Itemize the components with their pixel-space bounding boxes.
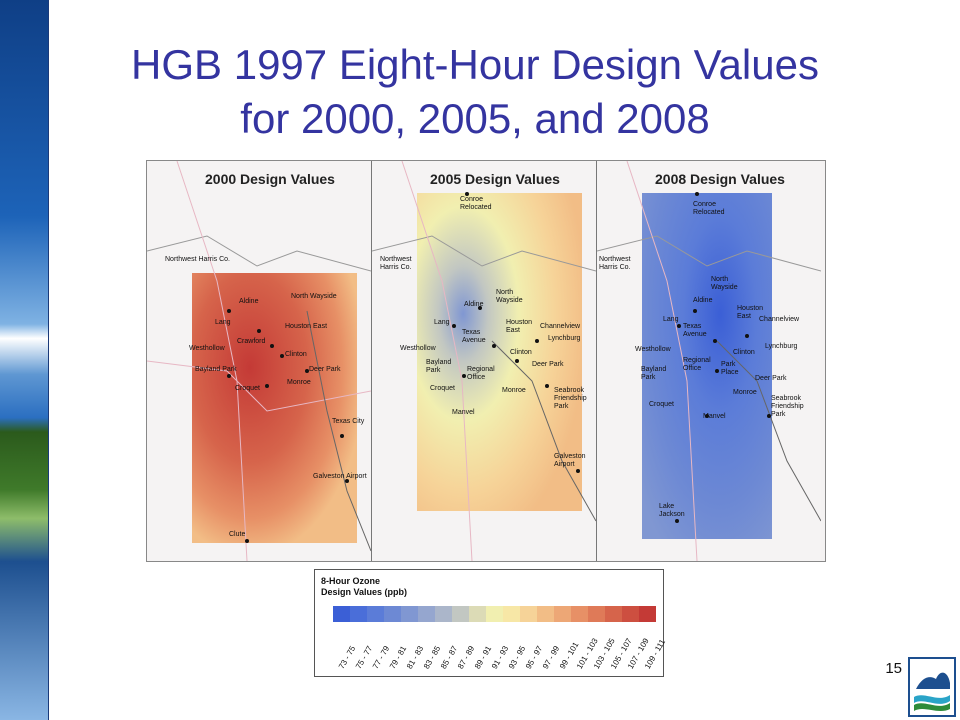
site-label: Texas City [332, 418, 365, 425]
site-label: Houston East [737, 305, 764, 320]
site-label: Lang [434, 319, 450, 326]
legend-swatch [588, 606, 605, 622]
legend-swatch [469, 606, 486, 622]
site-label: Westhollow [400, 345, 436, 352]
site-label: Croquet [235, 385, 260, 392]
ozone-legend: 8-Hour Ozone Design Values (ppb) 73 - 75… [314, 569, 667, 677]
legend-swatch [520, 606, 537, 622]
site-label: Lake Jackson [659, 503, 685, 518]
site-label: North Wayside [496, 289, 523, 304]
site-label: Crawford [237, 338, 266, 345]
site-label: Bayland Park [195, 366, 237, 373]
site-label: Manvel [703, 413, 726, 420]
map-title-2000: 2000 Design Values [205, 171, 335, 187]
site-label: Bayland Park [641, 366, 667, 381]
map-panel-2000: 2000 Design Values Northwest Harris Co. … [147, 161, 372, 561]
ozone-field-2008 [642, 193, 772, 539]
legend-title-line-2: Design Values (ppb) [321, 587, 408, 597]
site-label: Galveston Airport [313, 473, 367, 480]
site-label: Lynchburg [548, 335, 581, 342]
map-2005-graphic [372, 161, 596, 561]
site-label: Lang [663, 316, 679, 323]
site-label: Croquet [430, 385, 455, 392]
site-label: Croquet [649, 401, 674, 408]
site-label: Channelview [759, 316, 800, 323]
site-label: Channelview [540, 323, 581, 330]
site-label: Manvel [452, 409, 475, 416]
site-label: Lynchburg [765, 343, 798, 350]
site-label: Bayland Park [426, 359, 452, 374]
site-label: Seabrook Friendship Park [554, 387, 587, 410]
site-label: Westhollow [635, 346, 671, 353]
ozone-field-2000 [192, 273, 357, 543]
map-title-2005: 2005 Design Values [430, 171, 560, 187]
site-label: Clute [229, 531, 246, 538]
legend-swatch [452, 606, 469, 622]
legend-swatch [350, 606, 367, 622]
site-label: Houston East [506, 319, 533, 334]
site-label: Deer Park [309, 366, 341, 373]
title-line-1: HGB 1997 Eight-Hour Design Values [131, 41, 819, 88]
legend-swatch [367, 606, 384, 622]
map-panel-2008: 2008 Design Values Conroe Relocated Nort… [597, 161, 821, 561]
map-title-2008: 2008 Design Values [655, 171, 785, 187]
legend-swatch [486, 606, 503, 622]
title-line-2: for 2000, 2005, and 2008 [240, 95, 710, 142]
map-2008-graphic [597, 161, 821, 561]
site-label: Texas Avenue [462, 329, 486, 344]
site-label: Conroe Relocated [460, 196, 492, 211]
site-label: North Wayside [711, 276, 738, 291]
slide-title: HGB 1997 Eight-Hour Design Values for 20… [60, 38, 890, 146]
page-number: 15 [885, 660, 902, 677]
site-label: Regional Office [683, 357, 711, 372]
legend-swatch [622, 606, 639, 622]
legend-swatch [605, 606, 622, 622]
site-label: Clinton [285, 351, 307, 358]
site-label: Deer Park [532, 361, 564, 368]
legend-title: 8-Hour Ozone Design Values (ppb) [321, 576, 407, 598]
legend-swatch [418, 606, 435, 622]
site-label: Seabrook Friendship Park [771, 395, 804, 418]
side-photo-strip [0, 0, 48, 720]
site-label: Houston East [285, 323, 328, 330]
site-label: Northwest Harris Co. [380, 256, 412, 271]
site-label: Aldine [693, 297, 713, 304]
legend-swatch [537, 606, 554, 622]
site-label: Galveston Airport [554, 453, 586, 468]
site-label: Texas Avenue [683, 323, 707, 338]
legend-swatch [554, 606, 571, 622]
legend-swatch [401, 606, 418, 622]
site-label: Aldine [464, 301, 484, 308]
legend-swatch [435, 606, 452, 622]
side-divider [48, 0, 49, 720]
tceq-logo-icon [908, 657, 956, 717]
site-label: North Wayside [291, 293, 337, 300]
site-label: Clinton [733, 349, 755, 356]
site-label: Monroe [502, 387, 526, 394]
site-label: Monroe [733, 389, 757, 396]
maps-figure: 2000 Design Values Northwest Harris Co. … [146, 160, 826, 562]
map-2000-graphic [147, 161, 371, 561]
map-panel-2005: 2005 Design Values Conroe Relocated Nort… [372, 161, 597, 561]
legend-swatch [639, 606, 656, 622]
site-label: Clinton [510, 349, 532, 356]
legend-swatch [503, 606, 520, 622]
site-label: Monroe [287, 379, 311, 386]
legend-swatch [384, 606, 401, 622]
legend-swatch [571, 606, 588, 622]
site-label: Deer Park [755, 375, 787, 382]
site-label: Conroe Relocated [693, 201, 725, 216]
site-label: Park Place [721, 361, 739, 376]
site-label: Regional Office [467, 366, 495, 381]
site-label: Westhollow [189, 345, 225, 352]
ozone-field-2005 [417, 193, 582, 511]
logo-graphic [914, 672, 950, 711]
legend-swatch [333, 606, 350, 622]
site-label: Northwest Harris Co. [599, 256, 631, 271]
legend-title-line-1: 8-Hour Ozone [321, 576, 381, 586]
site-label: Lang [215, 319, 231, 326]
site-label: Northwest Harris Co. [165, 256, 230, 263]
site-label: Aldine [239, 298, 259, 305]
